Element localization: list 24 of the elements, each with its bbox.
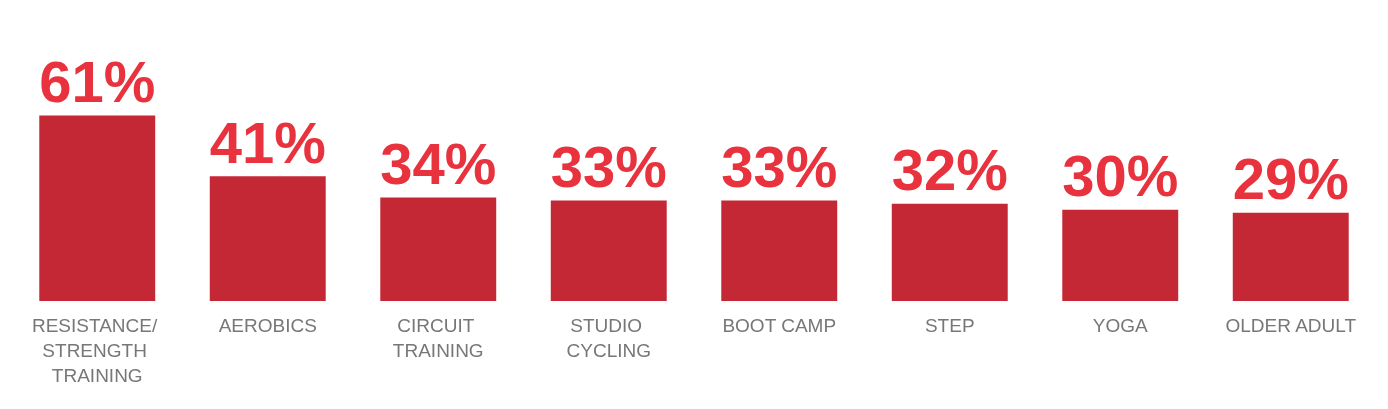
x-tick-label: AEROBICS	[218, 315, 317, 336]
data-label: 41%	[209, 109, 326, 175]
bar	[1232, 212, 1349, 301]
data-label: 32%	[891, 137, 1008, 203]
bar	[891, 203, 1008, 301]
x-tick-label: STEP	[924, 315, 975, 336]
bar	[721, 200, 838, 301]
x-tick-label: RESISTANCE/ STRENGTH TRAINING	[31, 315, 163, 386]
data-label: 61%	[39, 48, 156, 114]
bar	[1062, 209, 1179, 301]
data-label: 30%	[1062, 143, 1179, 209]
x-tick-label: BOOT CAMP	[722, 315, 837, 336]
bar	[550, 200, 667, 301]
data-label: 34%	[380, 131, 497, 197]
x-tick-label: OLDER ADULT	[1225, 315, 1357, 336]
data-label: 33%	[721, 134, 838, 200]
x-tick-label: STUDIO CYCLING	[566, 315, 651, 361]
data-label: 29%	[1232, 146, 1349, 212]
data-label: 33%	[550, 134, 667, 200]
x-tick-label: CIRCUIT TRAINING	[392, 315, 484, 361]
bar	[39, 115, 156, 301]
bar	[380, 197, 497, 301]
bar	[209, 176, 326, 301]
x-tick-label: YOGA	[1092, 315, 1149, 336]
